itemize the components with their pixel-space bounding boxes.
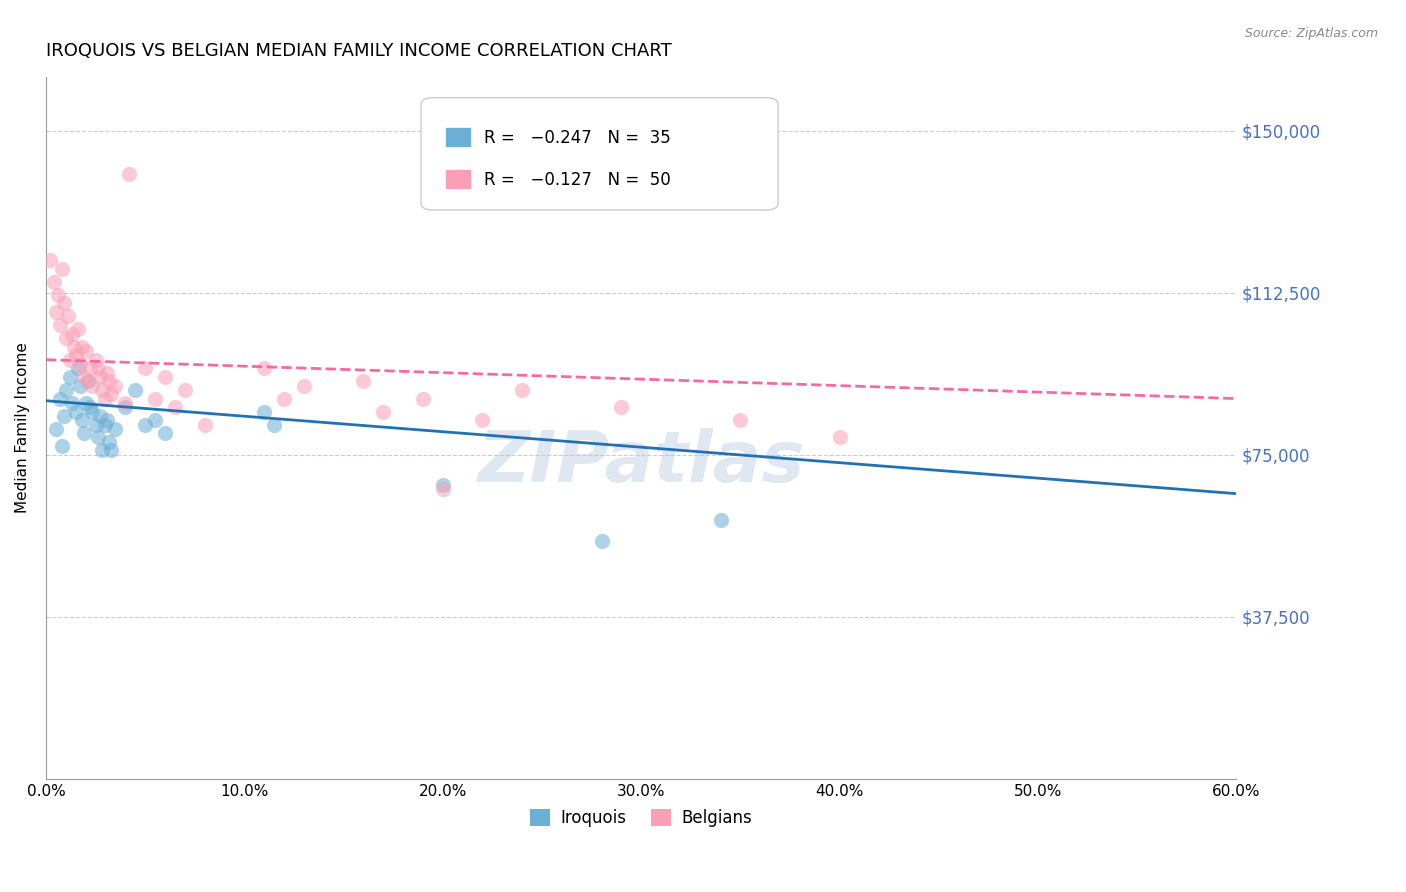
Point [52, 409, 75, 423]
Point [253, 361, 276, 376]
Point [90, 383, 112, 397]
Y-axis label: Median Family Income: Median Family Income [15, 343, 30, 513]
Point [52, 296, 75, 310]
Point [86, 361, 108, 376]
Text: ZIPatlas: ZIPatlas [478, 428, 804, 498]
Text: R =   −0.127   N =  50: R = −0.127 N = 50 [484, 171, 671, 189]
Point [86, 430, 108, 444]
Point [118, 167, 141, 181]
Point [828, 430, 851, 444]
Point [373, 404, 395, 418]
Point [292, 378, 315, 392]
Point [98, 434, 121, 449]
Point [104, 422, 127, 436]
Point [114, 396, 136, 410]
Point [100, 443, 122, 458]
Point [69, 357, 91, 371]
Point [66, 361, 89, 376]
Point [94, 392, 117, 406]
Point [432, 483, 454, 497]
Point [49, 318, 72, 332]
Point [98, 374, 121, 388]
Point [84, 417, 107, 432]
Point [80, 404, 103, 418]
Point [59, 370, 82, 384]
Point [79, 361, 101, 376]
Point [70, 413, 93, 427]
Point [134, 417, 156, 432]
Point [730, 413, 752, 427]
Point [591, 534, 613, 549]
Point [49, 392, 72, 406]
Point [84, 352, 107, 367]
Point [59, 352, 82, 367]
Text: IROQUOIS VS BELGIAN MEDIAN FAMILY INCOME CORRELATION CHART: IROQUOIS VS BELGIAN MEDIAN FAMILY INCOME… [46, 42, 672, 60]
Point [80, 378, 103, 392]
Point [46, 288, 69, 302]
Point [104, 378, 127, 392]
Point [51, 261, 73, 276]
Point [45, 305, 67, 319]
Text: R =   −0.247   N =  35: R = −0.247 N = 35 [484, 128, 671, 146]
Point [69, 378, 91, 392]
Point [471, 413, 494, 427]
Point [94, 417, 117, 432]
Point [45, 422, 67, 436]
Point [89, 370, 111, 384]
Point [75, 344, 97, 359]
Point [75, 396, 97, 410]
Point [76, 374, 98, 388]
Point [352, 374, 374, 388]
Legend: Iroquois, Belgians: Iroquois, Belgians [523, 802, 759, 834]
Point [55, 383, 77, 397]
Point [143, 413, 166, 427]
Point [76, 374, 98, 388]
Point [100, 387, 122, 401]
Point [73, 426, 96, 441]
Point [39, 253, 62, 268]
Point [194, 417, 217, 432]
Point [65, 404, 87, 418]
Point [42, 275, 65, 289]
Point [143, 392, 166, 406]
Point [89, 409, 111, 423]
Point [134, 361, 156, 376]
Point [432, 478, 454, 492]
Point [124, 383, 146, 397]
Point [90, 443, 112, 458]
Point [263, 417, 285, 432]
Point [51, 439, 73, 453]
Point [710, 513, 733, 527]
Point [60, 396, 83, 410]
Point [66, 322, 89, 336]
Point [510, 383, 533, 397]
Point [96, 366, 118, 380]
Point [60, 326, 83, 341]
Point [153, 426, 176, 441]
Point [56, 310, 79, 324]
Point [610, 401, 633, 415]
Point [273, 392, 295, 406]
Point [73, 370, 96, 384]
Point [153, 370, 176, 384]
Point [70, 340, 93, 354]
Point [412, 392, 434, 406]
Point [79, 401, 101, 415]
Point [173, 383, 195, 397]
Point [163, 401, 186, 415]
Point [55, 331, 77, 345]
Point [114, 401, 136, 415]
Point [62, 340, 84, 354]
FancyBboxPatch shape [444, 127, 471, 147]
FancyBboxPatch shape [444, 169, 471, 189]
FancyBboxPatch shape [420, 97, 778, 210]
Text: Source: ZipAtlas.com: Source: ZipAtlas.com [1244, 27, 1378, 40]
Point [96, 413, 118, 427]
Point [253, 404, 276, 418]
Point [65, 348, 87, 362]
